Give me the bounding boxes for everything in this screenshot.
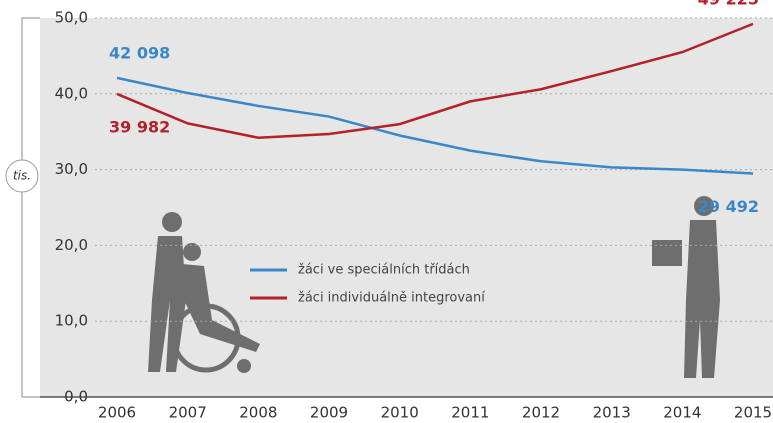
x-tick-label: 2006	[98, 404, 136, 422]
data-label: 39 982	[109, 117, 170, 136]
x-tick-label: 2010	[381, 404, 419, 422]
x-tick-label: 2009	[310, 404, 348, 422]
legend-label: žáci ve speciálních třídách	[298, 263, 470, 278]
x-tick-label: 2011	[451, 404, 489, 422]
x-tick-label: 2008	[239, 404, 277, 422]
silhouettes	[148, 196, 720, 378]
y-tick-label: 20,0	[55, 236, 88, 254]
legend-label: žáci individuálně integrovaní	[298, 291, 485, 306]
y-axis-label: tis.	[13, 169, 31, 183]
x-tick-label: 2015	[734, 404, 772, 422]
y-tick-label: 30,0	[55, 160, 88, 178]
data-label: 29 492	[698, 197, 759, 216]
x-tick-label: 2014	[663, 404, 701, 422]
x-tick-label: 2013	[593, 404, 631, 422]
y-tick-label: 10,0	[55, 312, 88, 330]
data-label: 49 225	[698, 0, 759, 8]
unit-badge	[5, 159, 39, 193]
line	[116, 22, 754, 140]
line	[116, 76, 754, 175]
y-tick-label: 50,0	[55, 9, 88, 27]
x-tick-label: 2012	[522, 404, 560, 422]
x-tick-label: 2007	[169, 404, 207, 422]
y-tick-label: 0,0	[64, 388, 88, 406]
y-tick-label: 40,0	[55, 84, 88, 102]
axis-bracket	[21, 17, 40, 398]
data-label: 42 098	[109, 43, 170, 62]
